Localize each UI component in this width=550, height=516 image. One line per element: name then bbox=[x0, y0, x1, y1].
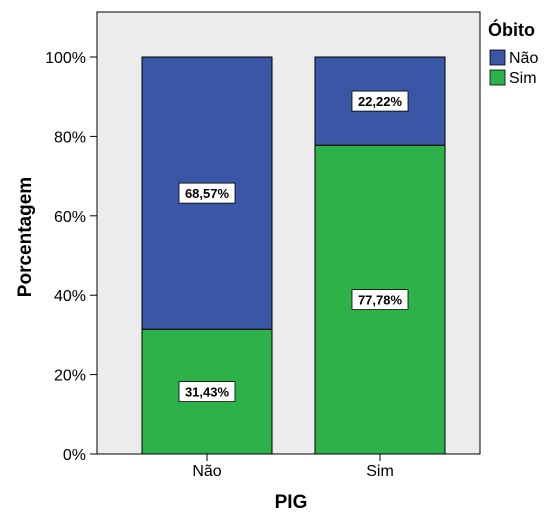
legend-label: Sim bbox=[509, 70, 537, 87]
y-tick-label: 80% bbox=[54, 129, 86, 146]
data-label: 31,43% bbox=[185, 385, 230, 400]
y-tick-label: 100% bbox=[45, 50, 86, 67]
y-axis-title: Porcentagem bbox=[15, 177, 36, 297]
legend-label: Não bbox=[509, 50, 538, 67]
legend-swatch bbox=[489, 69, 506, 86]
data-label: 68,57% bbox=[185, 186, 230, 201]
y-axis: 0% 20% 40% 60% 80% 100% bbox=[45, 50, 97, 464]
y-tick-label: 20% bbox=[54, 368, 86, 385]
data-label-box bbox=[178, 182, 236, 204]
bars-layer: 31,43% 68,57% 77,78% 22,22% bbox=[141, 56, 446, 455]
y-tick-label: 60% bbox=[54, 209, 86, 226]
legend-title: Óbito bbox=[488, 19, 535, 40]
data-label: 22,22% bbox=[358, 94, 403, 109]
x-tick-label: Sim bbox=[366, 463, 394, 480]
data-label-box bbox=[178, 381, 236, 403]
x-axis-title: PIG bbox=[275, 492, 308, 513]
legend-swatch bbox=[489, 49, 506, 66]
data-label-box bbox=[351, 90, 409, 112]
x-axis: Não Sim bbox=[192, 454, 394, 480]
y-tick-label: 40% bbox=[54, 288, 86, 305]
x-tick-label: Não bbox=[192, 463, 221, 480]
data-label: 77,78% bbox=[358, 293, 403, 308]
data-label-box bbox=[351, 289, 409, 311]
legend: Óbito Não Sim bbox=[488, 19, 538, 87]
y-tick-label: 0% bbox=[63, 447, 86, 464]
